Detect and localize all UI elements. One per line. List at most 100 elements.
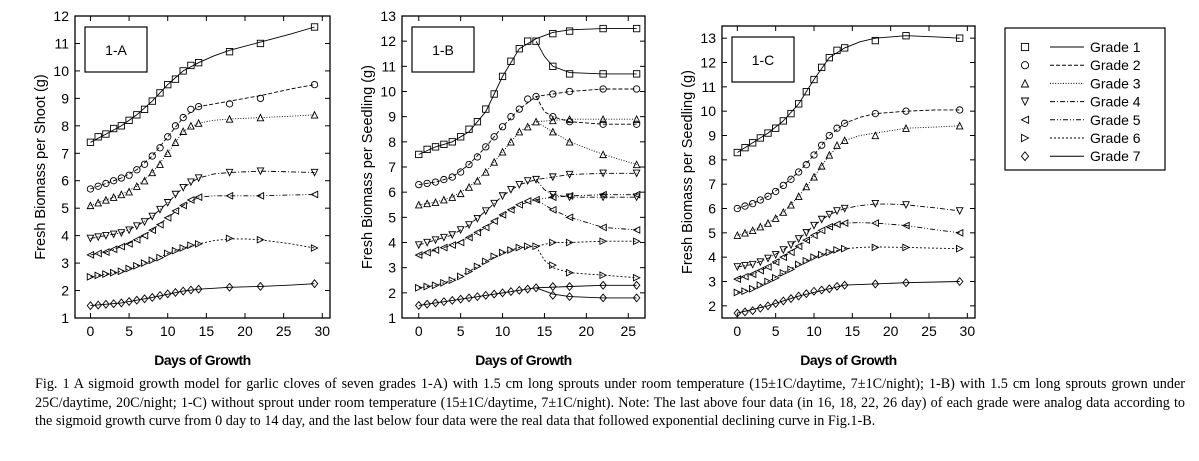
data-point [802,256,811,265]
data-point [632,85,641,93]
data-point [431,281,440,290]
data-point [802,229,811,238]
data-point [748,226,757,235]
data-point [779,269,788,277]
y-tick-label: 1 [61,310,69,326]
data-point [841,44,849,52]
data-point [133,261,142,270]
data-point [473,214,482,223]
data-point [473,292,482,302]
data-point [733,275,741,283]
x-tick-label: 20 [579,323,595,339]
data-point [549,290,557,300]
data-point [132,235,141,244]
legend-marker [1020,78,1030,88]
data-point [431,178,440,186]
data-point [902,32,910,40]
series-curve [90,114,315,206]
data-point [489,217,498,226]
data-point [310,244,319,252]
data-point [825,222,833,231]
data-point [439,233,448,242]
data-point [498,248,507,257]
y-tick-label: 9 [61,90,69,106]
data-point [871,243,880,252]
data-point [506,205,515,214]
data-point [741,228,749,237]
data-point [565,27,574,35]
data-point [810,221,818,230]
data-point [549,29,557,38]
data-point [771,251,780,259]
legend-marker [1020,61,1030,70]
data-point [125,116,133,124]
data-point [733,288,742,297]
data-point [93,249,102,258]
y-tick-label: 7 [388,159,396,175]
data-point [124,239,133,248]
data-point [179,127,188,135]
data-point [179,113,187,122]
data-point [756,196,764,204]
data-point [833,245,842,254]
data-point [456,294,465,304]
data-point [456,226,465,235]
data-point [101,248,110,257]
data-point [841,119,849,127]
data-point [256,191,265,200]
data-point [465,293,473,303]
chart-panel-1c: 0 5 10 15 20 25 30 2 3 4 5 6 7 8 9 10 11 12 13 Days of Grow… [680,25,976,368]
data-point [256,39,265,48]
data-point [148,212,157,221]
data-point [733,308,742,318]
data-point [86,250,95,259]
y-tick-label: 7 [708,176,716,192]
y-tick-label: 3 [61,255,69,271]
data-point [833,124,841,132]
data-point [125,226,134,235]
data-point [256,113,265,122]
data-point [756,303,765,313]
data-point [833,281,841,291]
y-tick-label: 3 [388,260,396,276]
data-point [94,182,102,190]
series-curve [737,125,960,236]
y-tick-label: 2 [388,285,396,301]
data-point [414,300,423,310]
data-point [140,160,149,168]
data-point [956,106,964,114]
data-point [117,267,126,276]
data-point [802,289,811,299]
y-tick-label: 2 [61,283,69,299]
y-tick-label: 8 [708,152,716,168]
data-point [833,46,841,54]
data-point [440,175,448,184]
data-point [187,105,195,113]
data-point [187,61,195,70]
series-curve [418,172,637,246]
data-point [598,190,607,199]
data-point [565,114,574,123]
data-point [498,147,507,156]
x-tick-label: 25 [276,323,292,339]
data-point [132,222,141,231]
data-point [439,195,448,204]
data-point [902,243,911,252]
data-point [523,197,532,205]
data-point [225,48,234,56]
series-curve [418,118,637,206]
legend: Grade 1 Grade 2 Grade 3 Grade 4 Grade 5 Grade… [1004,27,1166,171]
data-point [787,265,796,274]
series-curve [737,246,960,293]
data-point [549,261,558,270]
data-point [741,144,749,152]
legend-marker [1020,42,1030,52]
y-tick-label: 11 [701,79,716,95]
legend-entry-label: Grade 2 [1090,57,1141,73]
data-point [117,122,126,130]
data-point [156,160,164,168]
y-tick-label: 9 [388,109,396,125]
data-point [225,100,234,108]
panel-label: 1-A [105,42,127,58]
data-point [171,246,180,255]
